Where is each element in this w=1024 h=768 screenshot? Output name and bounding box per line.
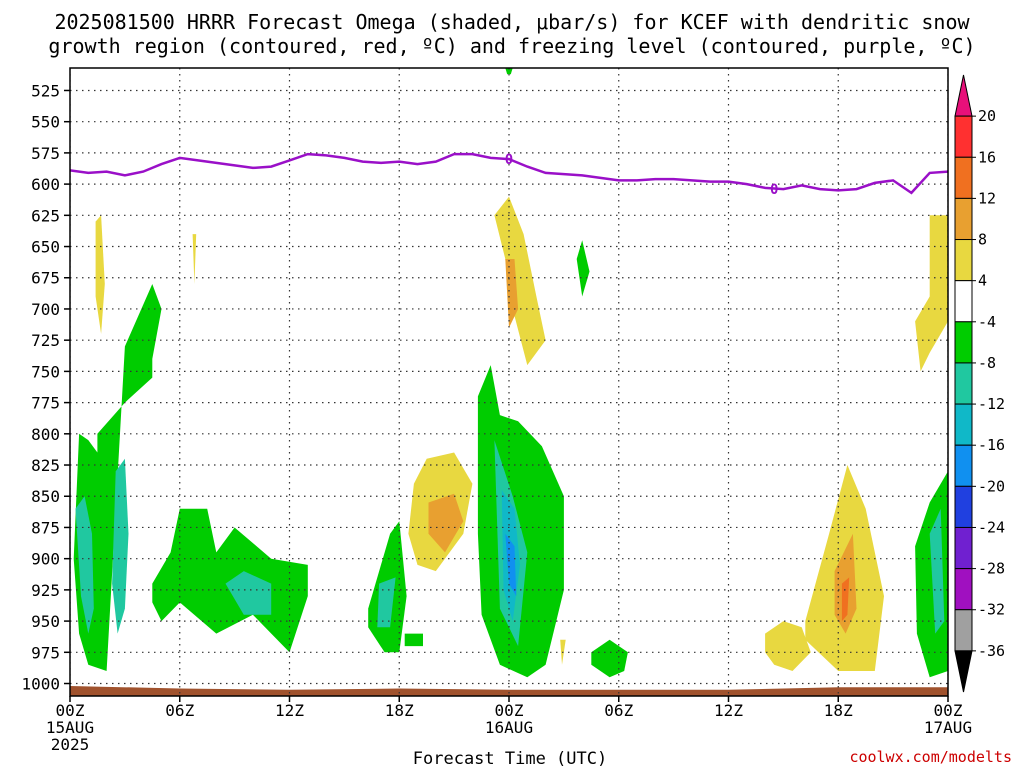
credit-link[interactable]: coolwx.com/modelts (849, 748, 1012, 766)
x-tick-label-24-0: 00Z (495, 701, 524, 720)
y-axis: 525 550 575 600 625 650 675 700 725 750 775 800 825 8… (21, 81, 70, 694)
colorbar-label-0: 20 (978, 107, 996, 125)
colorbar-label-7: -12 (978, 395, 1005, 413)
plot-area: 00 (69, 67, 949, 697)
x-tick-label-48-1: 17AUG (924, 718, 972, 737)
x-tick-label-36-0: 12Z (714, 701, 743, 720)
omega-region-yellow-00z (494, 196, 546, 366)
colorbar-label-1: 16 (978, 148, 996, 166)
colorbar-bin-top (954, 74, 973, 117)
y-tick-label-700: 700 (31, 300, 60, 319)
chart-title-line-2: growth region (contoured, red, ºC) and f… (48, 34, 975, 58)
colorbar-bin-11 (954, 526, 973, 570)
omega-region-green-right (915, 471, 948, 678)
colorbar-bin-10 (954, 485, 973, 528)
y-tick-label-550: 550 (31, 113, 60, 132)
y-tick-label-750: 750 (31, 362, 60, 381)
omega-region-green-03z (576, 240, 590, 297)
omega-region-yellow-left-1 (95, 215, 105, 334)
colorbar-bin-7 (954, 362, 973, 405)
grid-lines (70, 68, 948, 696)
colorbar-bin-3 (954, 197, 973, 241)
y-tick-label-825: 825 (31, 456, 60, 475)
x-tick-label-48-0: 00Z (934, 701, 963, 720)
y-tick-label-625: 625 (31, 206, 60, 225)
omega-region-orange-20z (428, 493, 464, 553)
omega-region-red-18z (841, 577, 850, 622)
freezing-level-line (70, 152, 948, 195)
omega-shading (73, 68, 948, 678)
omega-region-green-left (73, 284, 162, 671)
colorbar-label-11: -28 (978, 560, 1005, 578)
x-tick-label-6-0: 06Z (165, 701, 194, 720)
y-tick-label-1000: 1000 (21, 675, 60, 694)
y-tick-label-525: 525 (31, 81, 60, 100)
omega-region-green-top-00z (505, 68, 513, 75)
colorbar-label-13: -36 (978, 642, 1005, 660)
y-tick-label-675: 675 (31, 269, 60, 288)
omega-region-yellow-15z (765, 621, 811, 671)
y-tick-label-725: 725 (31, 331, 60, 350)
colorbar-label-5: -4 (978, 313, 996, 331)
colorbar-bin-2 (954, 156, 973, 199)
colorbar-label-8: -16 (978, 436, 1005, 454)
colorbar-bin-9 (954, 444, 973, 487)
omega-region-blue-00z (505, 533, 517, 597)
x-tick-label-0-1: 15AUG (46, 718, 94, 737)
omega-region-yellow-left-2 (192, 234, 197, 284)
y-tick-label-650: 650 (31, 238, 60, 257)
omega-region-teal-mid-left (225, 571, 272, 615)
colorbar-label-12: -32 (978, 601, 1005, 619)
colorbar-label-2: 12 (978, 189, 996, 207)
colorbar-label-10: -24 (978, 518, 1005, 536)
x-tick-label-0-2: 2025 (51, 735, 90, 754)
y-tick-label-575: 575 (31, 144, 60, 163)
omega-region-yellow-right-top (915, 215, 948, 372)
colorbar-bin-5 (954, 280, 973, 323)
y-tick-label-900: 900 (31, 550, 60, 569)
x-tick-label-24-1: 16AUG (485, 718, 533, 737)
omega-region-teal-left-1 (75, 496, 94, 634)
omega-region-orange-00z (505, 259, 519, 328)
x-axis-label: Forecast Time (UTC) (413, 749, 607, 768)
y-tick-label-600: 600 (31, 175, 60, 194)
omega-region-teal-18z (377, 577, 396, 628)
y-tick-label-950: 950 (31, 612, 60, 631)
y-tick-label-975: 975 (31, 643, 60, 662)
freezing-level-label-1: 0 (770, 182, 778, 198)
colorbar-label-4: 4 (978, 272, 987, 290)
colorbar-bin-4 (954, 239, 973, 282)
colorbar-bin-1 (954, 115, 973, 158)
x-tick-label-18-0: 18Z (385, 701, 414, 720)
y-tick-label-875: 875 (31, 518, 60, 537)
colorbar-label-3: 8 (978, 231, 987, 249)
omega-region-green-05z (591, 639, 628, 678)
colorbar-bin-12 (954, 568, 973, 611)
colorbar-bin-8 (954, 403, 973, 446)
x-tick-label-0-0: 00Z (56, 701, 85, 720)
colorbar-bin-6 (954, 321, 973, 364)
colorbar-bin-bottom (954, 650, 973, 693)
x-tick-label-42-0: 18Z (824, 701, 853, 720)
omega-region-teal-right (929, 508, 945, 634)
freezing-level-label-0: 0 (505, 152, 513, 168)
y-tick-label-800: 800 (31, 425, 60, 444)
colorbar-legend: 20 16 12 8 4 -4 -8 -12 -16 -20 -24 -28 -32 -36 (954, 74, 1005, 693)
omega-region-green-00z (477, 365, 564, 678)
colorbar-label-9: -20 (978, 477, 1005, 495)
colorbar-label-6: -8 (978, 354, 996, 372)
y-tick-label-925: 925 (31, 581, 60, 600)
x-tick-label-12-0: 12Z (275, 701, 304, 720)
omega-region-green-small-19z (404, 633, 423, 647)
chart-title-line-1: 2025081500 HRRR Forecast Omega (shaded, … (54, 10, 970, 34)
x-tick-label-30-0: 06Z (604, 701, 633, 720)
colorbar-bin-13 (954, 609, 973, 652)
y-tick-label-775: 775 (31, 394, 60, 413)
y-tick-label-850: 850 (31, 487, 60, 506)
